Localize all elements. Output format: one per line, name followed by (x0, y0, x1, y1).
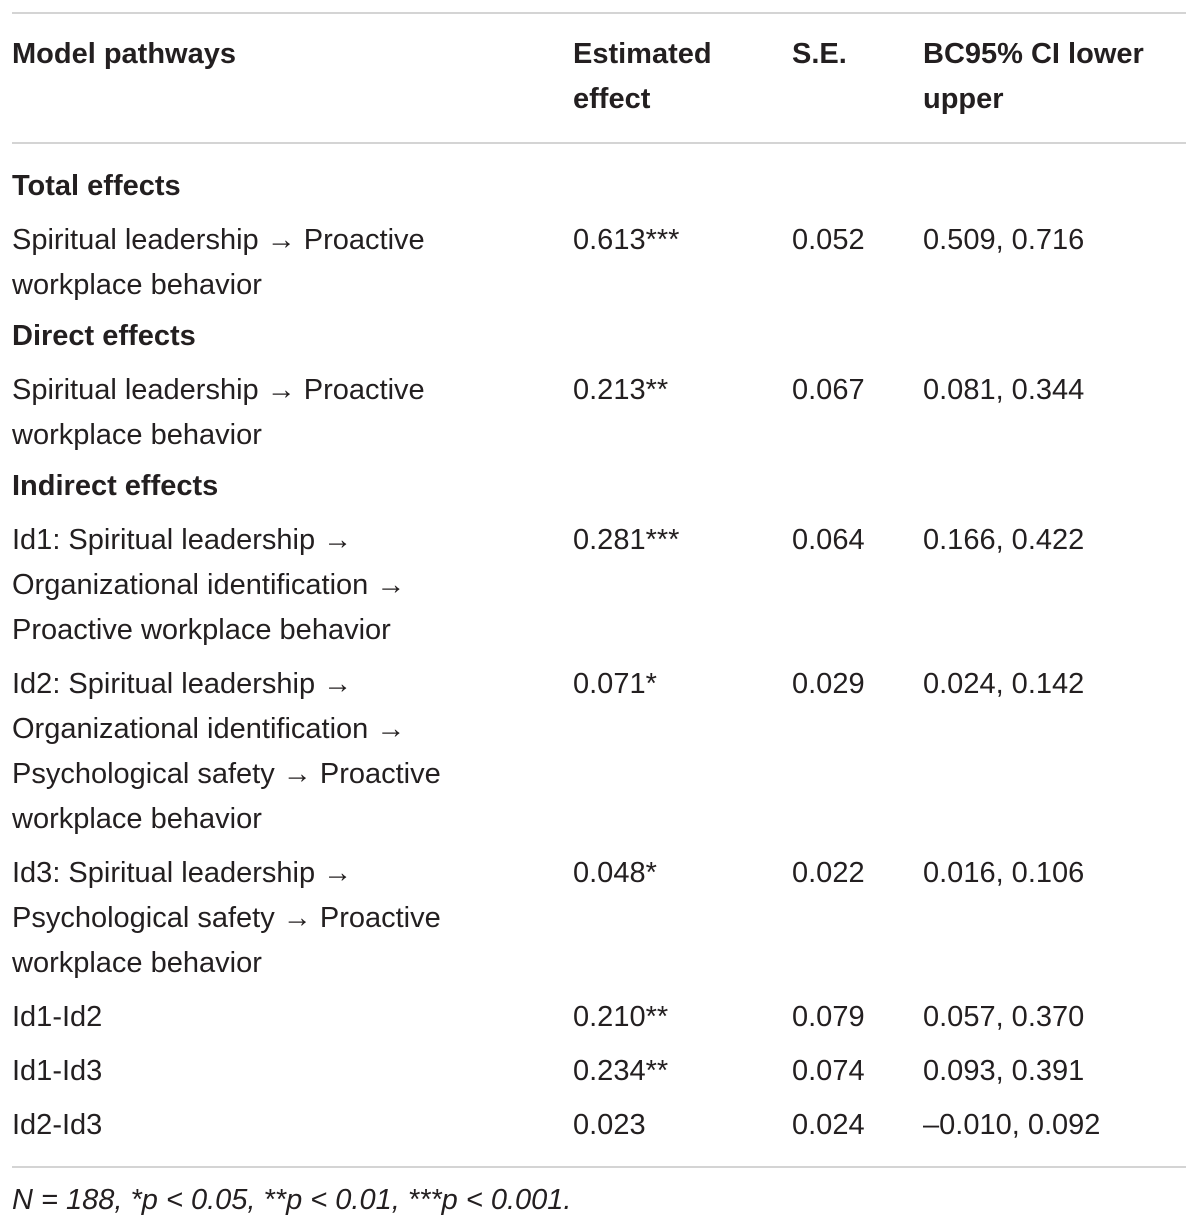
ci-cell: 0.016, 0.106 (923, 857, 1085, 889)
bottom-rule (12, 1166, 1186, 1168)
ci-cell: 0.093, 0.391 (923, 1055, 1085, 1087)
ci-cell: 0.024, 0.142 (923, 668, 1085, 700)
ci-cell: 0.081, 0.344 (923, 374, 1085, 406)
table-row: Spiritual leadership → Proactive workpla… (12, 359, 1186, 458)
se-cell: 0.052 (792, 224, 865, 256)
table-row: Id3: Spiritual leadership → Psychologica… (12, 842, 1186, 986)
table-row: Id1-Id3 0.234** 0.074 0.093, 0.391 (12, 1040, 1186, 1094)
table-row: Spiritual leadership → Proactive workpla… (12, 209, 1186, 308)
header-row: Model pathways Estimated effect S.E. BC9… (12, 14, 1186, 142)
pathway-cell: Id1-Id2 (12, 1001, 103, 1033)
section-title: Total effects (12, 170, 181, 202)
table-row: Id1: Spiritual leadership → Organization… (12, 509, 1186, 653)
section-title: Direct effects (12, 320, 196, 352)
ci-cell: 0.166, 0.422 (923, 524, 1085, 556)
effect-cell: 0.213** (573, 374, 669, 406)
table-row: Id1-Id2 0.210** 0.079 0.057, 0.370 (12, 986, 1186, 1040)
results-table: Model pathways Estimated effect S.E. BC9… (12, 14, 1186, 142)
section-row-total-effects: Total effects (12, 144, 1186, 209)
pathway-cell: Id3: Spiritual leadership → Psychologica… (12, 857, 441, 979)
effect-cell: 0.234** (573, 1055, 669, 1087)
ci-cell: 0.509, 0.716 (923, 224, 1085, 256)
effect-cell: 0.048* (573, 857, 657, 889)
section-title: Indirect effects (12, 470, 219, 502)
se-cell: 0.074 (792, 1055, 865, 1087)
results-table-container: Model pathways Estimated effect S.E. BC9… (12, 0, 1200, 1223)
ci-cell: 0.057, 0.370 (923, 1001, 1085, 1033)
pathway-cell: Id2: Spiritual leadership → Organization… (12, 668, 441, 835)
pathway-cell: Id1-Id3 (12, 1055, 103, 1087)
table-row: Id2-Id3 0.023 0.024 –0.010, 0.092 (12, 1094, 1186, 1166)
header-se: S.E. (792, 38, 847, 70)
header-model-pathways: Model pathways (12, 38, 236, 70)
effect-cell: 0.071* (573, 668, 657, 700)
ci-cell: –0.010, 0.092 (923, 1109, 1101, 1141)
se-cell: 0.022 (792, 857, 865, 889)
section-row-indirect-effects: Indirect effects (12, 458, 1186, 509)
header-rule (12, 142, 1186, 144)
pathway-cell: Id1: Spiritual leadership → Organization… (12, 524, 406, 646)
section-row-direct-effects: Direct effects (12, 308, 1186, 359)
se-cell: 0.064 (792, 524, 865, 556)
top-rule (12, 12, 1186, 14)
table-row: Id2: Spiritual leadership → Organization… (12, 653, 1186, 842)
se-cell: 0.029 (792, 668, 865, 700)
effect-cell: 0.023 (573, 1109, 646, 1141)
header-estimated-effect: Estimated effect (573, 38, 712, 115)
pathway-cell: Id2-Id3 (12, 1109, 103, 1141)
results-table-body: Total effects Spiritual leadership → Pro… (12, 144, 1186, 1166)
pathway-cell: Spiritual leadership → Proactive workpla… (12, 374, 425, 451)
effect-cell: 0.210** (573, 1001, 669, 1033)
table-footnote: N = 188, *p < 0.05, **p < 0.01, ***p < 0… (12, 1184, 572, 1216)
pathway-cell: Spiritual leadership → Proactive workpla… (12, 224, 425, 301)
effect-cell: 0.281*** (573, 524, 680, 556)
se-cell: 0.024 (792, 1109, 865, 1141)
se-cell: 0.067 (792, 374, 865, 406)
effect-cell: 0.613*** (573, 224, 680, 256)
se-cell: 0.079 (792, 1001, 865, 1033)
header-ci: BC95% CI lower upper (923, 38, 1144, 115)
